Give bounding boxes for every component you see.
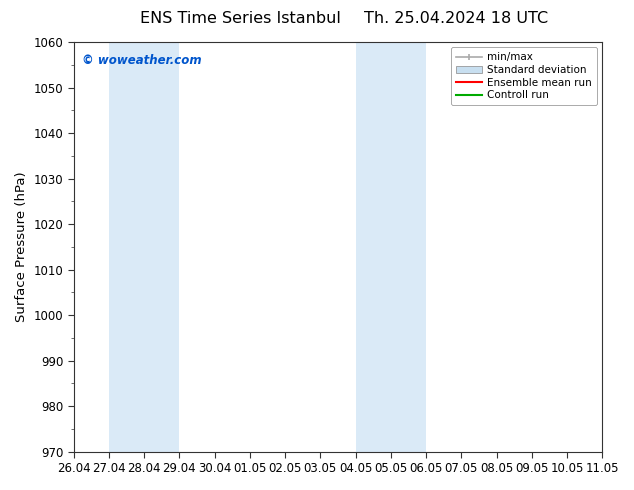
- Bar: [109, 42, 179, 452]
- Text: ENS Time Series Istanbul: ENS Time Series Istanbul: [141, 11, 341, 26]
- Bar: [602, 42, 620, 452]
- Y-axis label: Surface Pressure (hPa): Surface Pressure (hPa): [15, 172, 28, 322]
- Text: © woweather.com: © woweather.com: [82, 54, 201, 67]
- Bar: [356, 42, 426, 452]
- Legend: min/max, Standard deviation, Ensemble mean run, Controll run: min/max, Standard deviation, Ensemble me…: [451, 47, 597, 105]
- Text: Th. 25.04.2024 18 UTC: Th. 25.04.2024 18 UTC: [365, 11, 548, 26]
